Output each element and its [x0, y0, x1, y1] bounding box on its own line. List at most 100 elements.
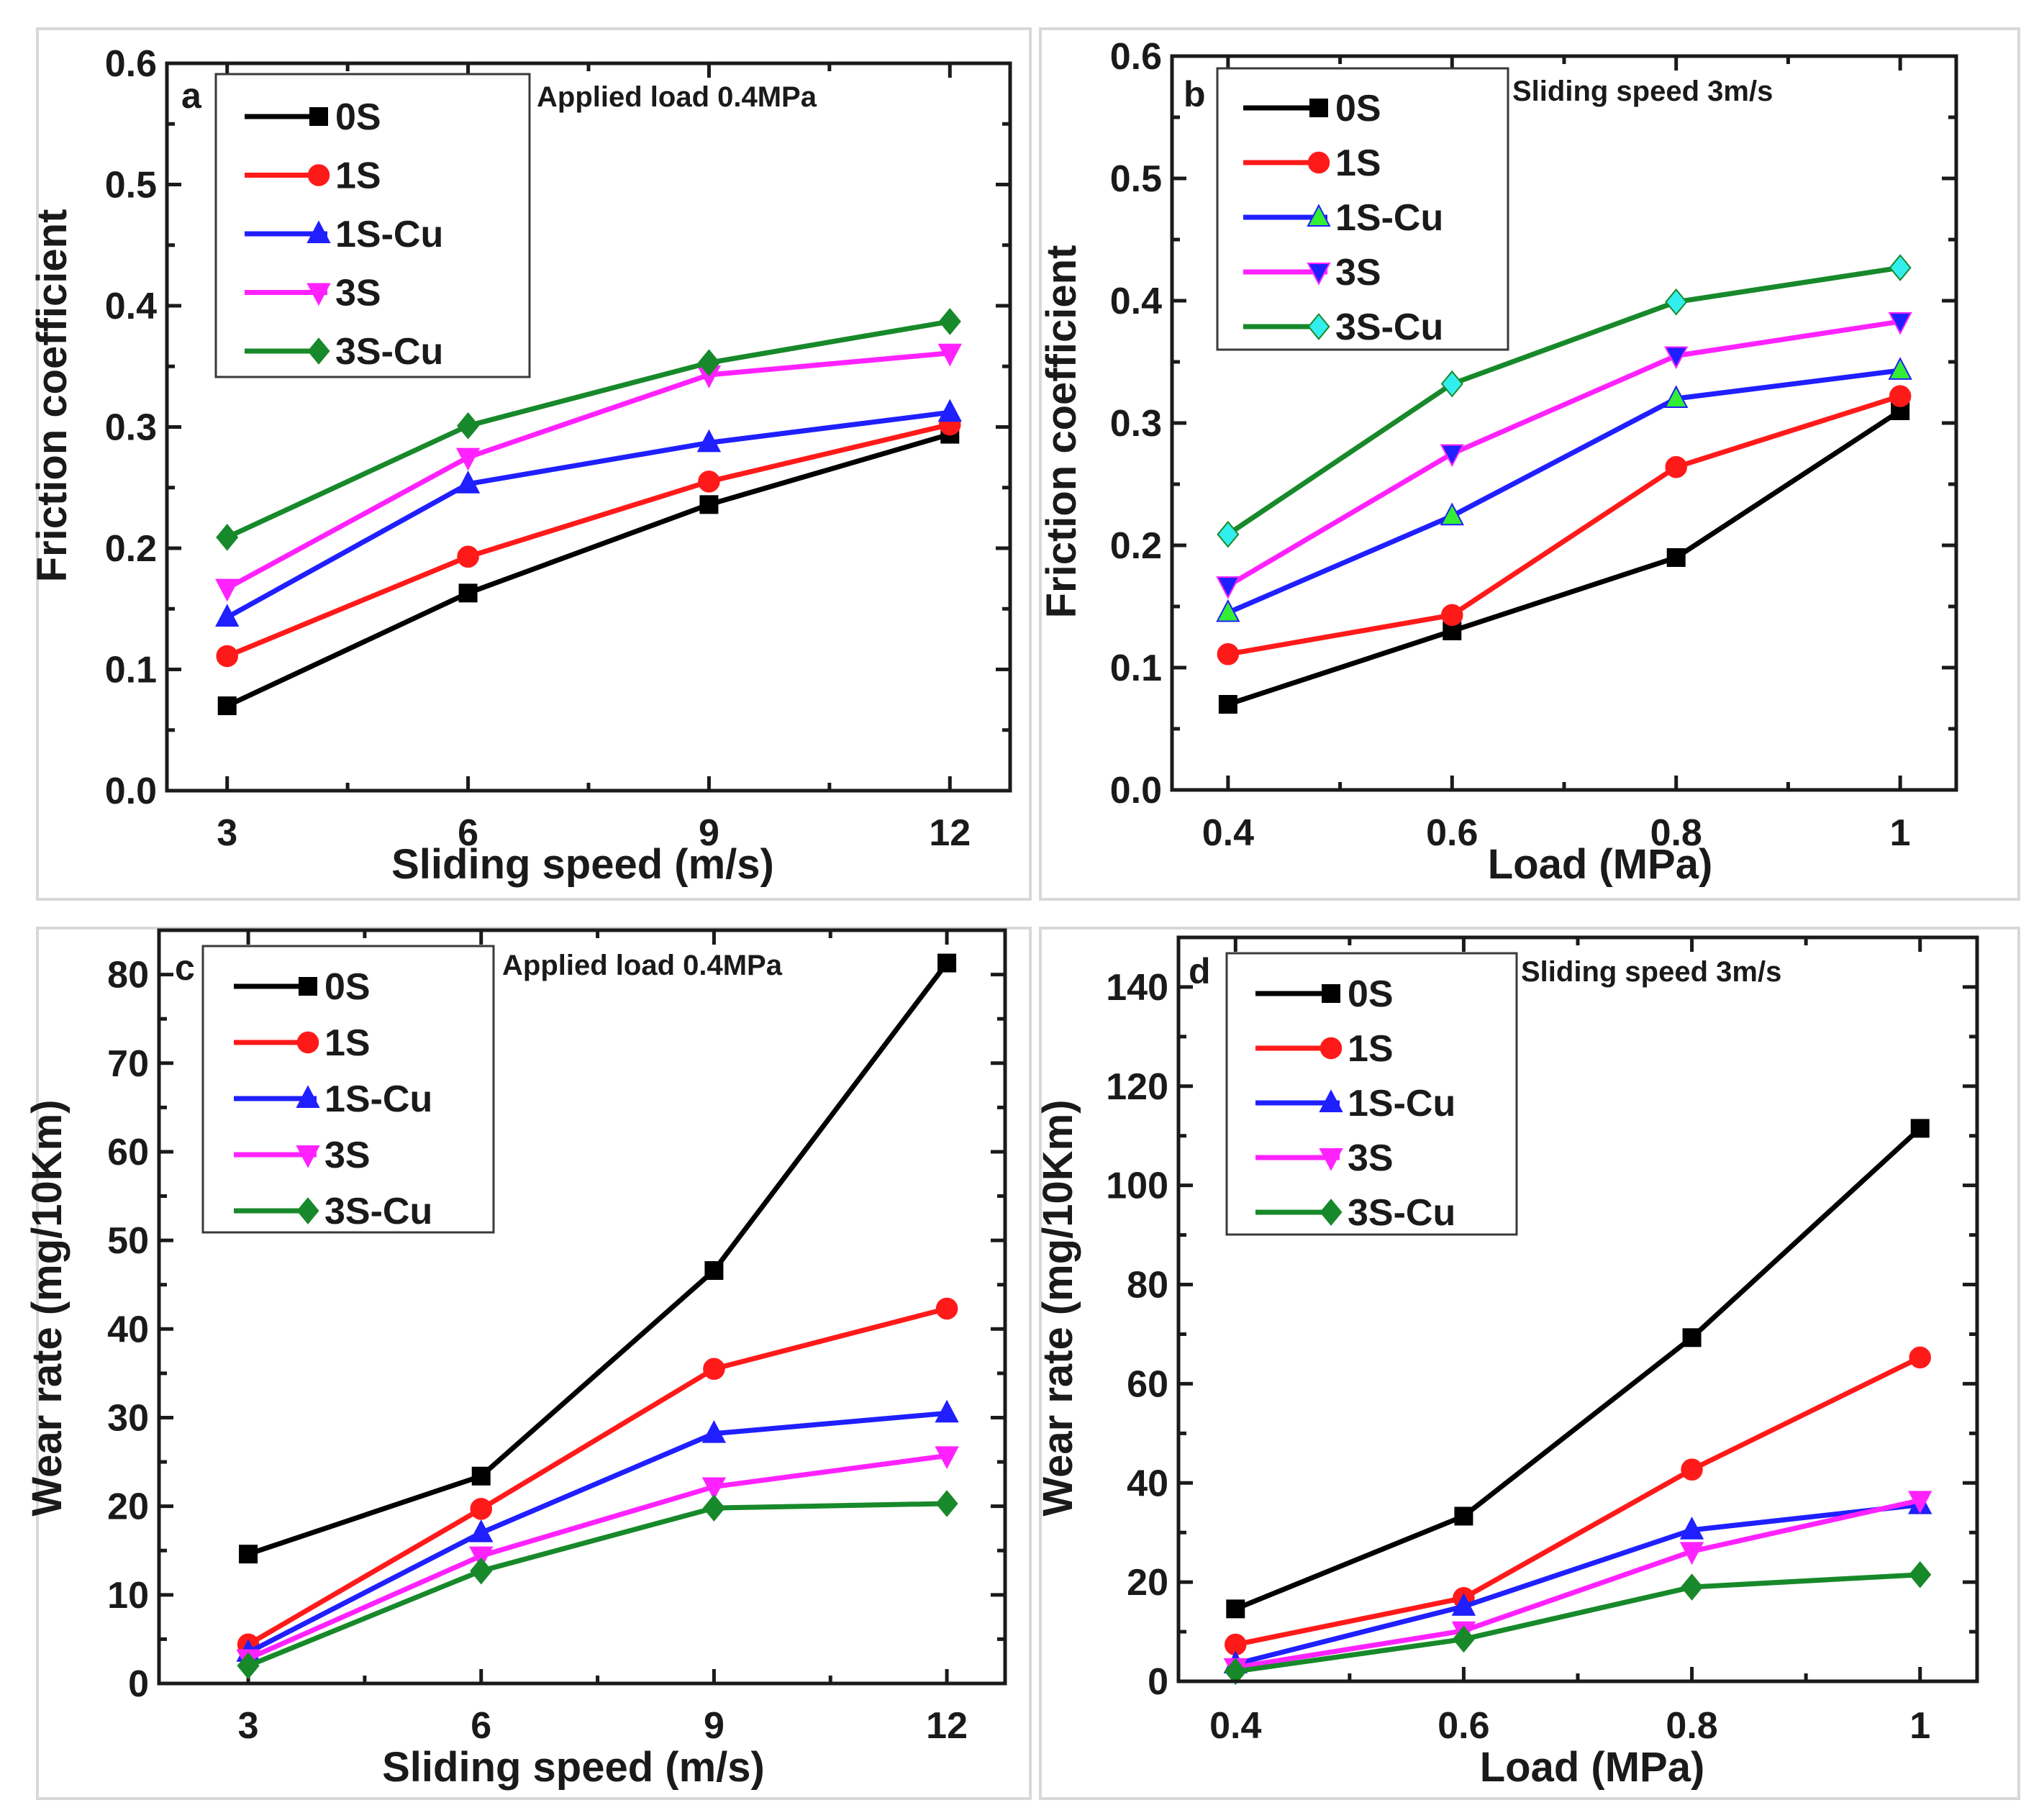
legend-label-0S: 0S — [1335, 88, 1381, 129]
legend-marker-1S — [296, 1031, 319, 1054]
series-line-1S-Cu — [1235, 1502, 1921, 1667]
y-tick-label: 0 — [1148, 1661, 1168, 1703]
series-line-1S-Cu — [247, 1410, 948, 1655]
panel-annotation: Sliding speed 3m/s — [1512, 76, 1773, 107]
series-line-1S-Cu — [1227, 368, 1901, 615]
data-point-3S-Cu — [1440, 370, 1463, 398]
data-point-3S-Cu — [237, 1652, 260, 1680]
legend-marker-1S — [1319, 1037, 1343, 1060]
x-tick-label: 0.6 — [1426, 812, 1478, 854]
legend-marker-1S-Cu — [1307, 204, 1331, 227]
x-tick-label: 0.4 — [1202, 812, 1254, 854]
plot-area-frame — [157, 928, 1007, 1686]
legend-label-1S: 1S — [1348, 1028, 1394, 1070]
legend-label-3S: 3S — [1335, 252, 1381, 294]
data-point-0S — [239, 1545, 258, 1564]
x-tick-label: 12 — [929, 812, 971, 854]
series-line-1S — [226, 422, 951, 659]
data-point-0S — [1666, 548, 1686, 567]
series-3S-Cu — [216, 308, 961, 551]
legend-marker-1S-Cu — [1319, 1089, 1343, 1112]
y-tick-label: 40 — [1127, 1463, 1168, 1504]
x-axis-title: Load (MPa) — [1488, 841, 1713, 888]
data-point-3S — [1888, 312, 1912, 335]
legend-box — [1216, 67, 1509, 351]
chart-panel-b: 0.0 0.1 0.2 0.3 0.4 0.5 0.6 0.4 0.6 0.8 1 0S 1S 1S-Cu… — [1038, 27, 2020, 901]
y-tick-label: 30 — [107, 1397, 149, 1439]
panel-letter: d — [1189, 951, 1211, 991]
series-1S-Cu — [1216, 357, 1912, 622]
x-tick-label: 9 — [704, 1705, 725, 1747]
data-point-3S-Cu — [1665, 288, 1688, 316]
legend-label-0S: 0S — [324, 966, 371, 1008]
legend-marker-0S — [309, 107, 328, 126]
x-axis-title: Sliding speed (m/s) — [391, 841, 774, 888]
legend-marker-0S — [299, 977, 317, 996]
y-tick-label: 0.2 — [1110, 525, 1162, 567]
panel-letter: c — [175, 947, 195, 988]
x-tick-label: 3 — [238, 1705, 259, 1747]
chart-panel-c: 0 10 20 30 40 50 60 70 80 3 6 9 12 0S 1S 1S-Cu 3S 3S-Cu c A… — [24, 927, 1032, 1800]
y-tick-label: 120 — [1106, 1066, 1168, 1108]
data-point-3S-Cu — [1909, 1560, 1932, 1589]
y-axis-title: Wear rate (mg/10Km) — [1035, 1099, 1081, 1516]
y-tick-label: 0 — [128, 1663, 149, 1705]
data-point-0S — [1226, 1599, 1245, 1619]
panel-border — [1039, 927, 2020, 1800]
data-point-3S — [1216, 576, 1240, 599]
series-3S — [1216, 312, 1912, 599]
legend-marker-3S — [1319, 1148, 1343, 1171]
series-line-3S-Cu — [247, 1501, 948, 1668]
series-line-1S — [1227, 394, 1902, 657]
series-line-3S — [1227, 319, 1901, 588]
y-axis-title: Wear rate (mg/10Km) — [24, 1099, 71, 1516]
data-point-0S — [1910, 1119, 1930, 1138]
y-tick-label: 0.0 — [1110, 770, 1162, 812]
series-line-1S — [247, 1306, 948, 1647]
x-axis-title: Sliding speed (m/s) — [382, 1744, 765, 1791]
y-tick-label: 60 — [107, 1132, 149, 1173]
data-point-1S — [935, 1297, 958, 1320]
data-point-3S-Cu — [1224, 1658, 1247, 1686]
legend: 0S 1S 1S-Cu 3S 3S-Cu — [214, 73, 531, 378]
series-line-3S — [1235, 1497, 1921, 1671]
series-0S — [1218, 401, 1910, 714]
data-point-1S-Cu — [935, 1399, 959, 1423]
series-line-0S — [247, 961, 949, 1557]
series-3S — [215, 343, 962, 602]
y-tick-label: 80 — [107, 955, 149, 996]
legend-label-3S-Cu: 3S-Cu — [335, 331, 443, 373]
data-point-3S-Cu — [935, 1490, 958, 1517]
data-point-1S-Cu — [1888, 357, 1912, 380]
x-tick-label: 6 — [471, 1705, 491, 1747]
series-line-0S — [1234, 1126, 1922, 1612]
y-tick-label: 0.6 — [1110, 36, 1162, 78]
data-point-1S — [457, 545, 479, 568]
legend-marker-3S-Cu — [1307, 313, 1330, 340]
data-point-1S-Cu — [1440, 502, 1464, 526]
x-tick-label: 3 — [217, 812, 237, 854]
legend-marker-1S-Cu — [306, 220, 331, 243]
series-line-3S-Cu — [226, 319, 950, 540]
y-tick-label: 0.1 — [1110, 647, 1162, 689]
y-tick-label: 0.2 — [105, 528, 157, 570]
data-point-3S — [455, 447, 481, 471]
legend-label-3S-Cu: 3S-Cu — [1348, 1192, 1455, 1234]
data-point-3S-Cu — [470, 1557, 493, 1585]
plot-area-frame — [1176, 935, 1979, 1683]
y-tick-label: 0.1 — [105, 650, 157, 691]
legend-label-1S: 1S — [1335, 142, 1381, 184]
legend-box — [201, 945, 495, 1234]
data-point-3S — [215, 578, 240, 602]
legend: 0S 1S 1S-Cu 3S 3S-Cu — [1216, 67, 1509, 351]
y-tick-label: 0.4 — [1110, 281, 1162, 322]
panel-annotation: Applied load 0.4MPa — [502, 950, 783, 981]
series-3S-Cu — [1217, 254, 1912, 548]
series-line-3S-Cu — [1235, 1572, 1920, 1674]
data-point-1S-Cu — [1216, 599, 1240, 622]
y-tick-label: 0.3 — [105, 407, 157, 449]
data-point-0S — [937, 953, 957, 973]
series-line-3S — [247, 1453, 948, 1661]
legend-marker-3S — [306, 283, 331, 306]
